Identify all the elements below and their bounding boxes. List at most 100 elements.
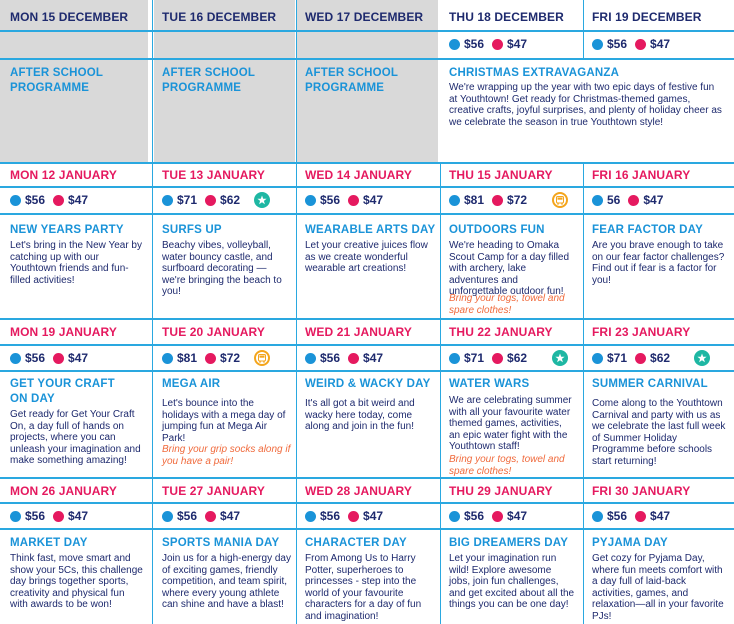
title-character-day: CHARACTER DAY [305,537,407,549]
title-fear-factor-day: FEAR FACTOR DAY [592,224,703,236]
desc-sports-mania-day: Join us for a high-energy day of excitin… [162,553,291,610]
title-wearable-arts-day: WEARABLE ARTS DAY [305,224,436,236]
price-tue-20-jan: $81 $72 [162,351,240,365]
divider [0,162,734,164]
title-mega-air: MEGA AIR [162,378,221,390]
member-price: $81 [464,193,485,207]
price-mon-12-jan: $56 $47 [10,193,88,207]
member-price-dot-icon [592,38,603,50]
title-pyjama-day: PYJAMA DAY [592,537,668,549]
title-get-your-craft-on-day: GET YOUR CRAFT ON DAY [10,378,115,405]
price-thu-15-jan: $81 $72 [449,193,527,207]
note-outdoors-fun: Bring your togs, towel and spare clothes… [449,293,565,316]
sibling-price-dot-icon [635,352,647,364]
desc-new-years-party: Let's bring in the New Year by catching … [10,240,142,286]
desc-fear-factor-day: Are you brave enough to take on our fear… [592,240,725,286]
week1-shade-wed [297,0,438,162]
member-price: $56 [320,193,341,207]
sibling-price: $72 [507,193,528,207]
date-thu-22-jan: THU 22 JANUARY [449,325,553,339]
date-mon-12-jan: MON 12 JANUARY [10,168,117,182]
sibling-price: $47 [363,351,384,365]
price-wed-21-jan: $56 $47 [305,351,383,365]
divider [0,370,734,372]
price-tue-13-jan: $71 $62 [162,193,240,207]
column-divider [583,0,584,58]
member-price: $81 [177,351,198,365]
desc-surfs-up: Beachy vibes, volleyball, water bouncy c… [162,240,282,297]
column-divider [440,30,441,162]
date-thu-29-jan: THU 29 JANUARY [449,484,553,498]
member-price: $56 [464,37,485,51]
date-wed-17-dec: WED 17 DECEMBER [305,10,424,24]
date-fri-16-jan: FRI 16 JANUARY [592,168,691,182]
title-wed-17-dec: AFTER SCHOOL PROGRAMME [305,67,398,94]
member-price-dot-icon [162,194,173,206]
column-divider [152,0,153,624]
sibling-price: $47 [650,509,671,523]
desc-christmas-extravaganza: We're wrapping up the year with two epic… [449,82,722,128]
title-sports-mania-day: SPORTS MANIA DAY [162,537,280,549]
desc-get-your-craft-on-day: Get ready for Get Your Craft On, a day f… [10,409,141,466]
date-fri-30-jan: FRI 30 JANUARY [592,484,691,498]
sibling-price: $62 [220,193,241,207]
date-mon-26-jan: MON 26 JANUARY [10,484,117,498]
desc-water-wars: We are celebrating summer with all your … [449,395,572,452]
column-divider [583,162,584,624]
sibling-price-dot-icon [348,352,360,364]
price-mon-19-jan: $56 $47 [10,351,88,365]
price-wed-14-jan: $56 $47 [305,193,383,207]
week1-shade-tue [154,0,295,162]
member-price: $56 [25,193,46,207]
sibling-price: $47 [68,351,89,365]
member-price-dot-icon [449,38,460,50]
date-thu-18-dec: THU 18 DECEMBER [449,10,564,24]
desc-mega-air: Let's bounce into the holidays with a me… [162,398,286,444]
title-weird-wacky-day: WEIRD & WACKY DAY [305,378,431,390]
member-price-dot-icon [592,352,603,364]
price-fri-16-jan: 56 $47 [592,193,663,207]
date-mon-19-jan: MON 19 JANUARY [10,325,117,339]
sibling-price-dot-icon [205,352,217,364]
desc-big-dreamers-day: Let your imagination run wild! Explore a… [449,553,575,610]
price-wed-28-jan: $56 $47 [305,509,383,523]
member-price: $71 [177,193,198,207]
sibling-price-dot-icon [53,194,65,206]
sibling-price-dot-icon [348,194,360,206]
desc-outdoors-fun: We're heading to Omaka Scout Camp for a … [449,240,570,297]
member-price: $71 [464,351,485,365]
sibling-price-dot-icon [53,510,65,522]
sibling-price-dot-icon [635,38,647,50]
title-water-wars: WATER WARS [449,378,530,390]
sibling-price: $47 [220,509,241,523]
title-tue-16-dec: AFTER SCHOOL PROGRAMME [162,67,255,94]
sibling-price: $47 [68,193,89,207]
desc-market-day: Think fast, move smart and show your 5Cs… [10,553,143,610]
sibling-price-dot-icon [205,194,217,206]
sibling-price: $72 [220,351,241,365]
sibling-price-dot-icon [635,510,647,522]
price-tue-27-jan: $56 $47 [162,509,240,523]
member-price-dot-icon [10,352,21,364]
sibling-price-dot-icon [492,352,504,364]
date-tue-16-dec: TUE 16 DECEMBER [162,10,277,24]
star-icon [694,350,710,366]
desc-pyjama-day: Get cozy for Pyjama Day, where fun meets… [592,553,724,622]
sibling-price: $62 [507,351,528,365]
desc-summer-carnival: Come along to the Youthtown Carnival and… [592,398,726,467]
member-price-dot-icon [449,352,460,364]
sibling-price-dot-icon [628,194,640,206]
date-tue-13-jan: TUE 13 JANUARY [162,168,265,182]
sibling-price: $62 [650,351,671,365]
member-price-dot-icon [10,510,21,522]
date-tue-27-jan: TUE 27 JANUARY [162,484,265,498]
member-price: $71 [607,351,628,365]
date-mon-15-dec: MON 15 DECEMBER [10,10,129,24]
member-price-dot-icon [592,194,603,206]
sibling-price-dot-icon [492,510,504,522]
member-price-dot-icon [10,194,21,206]
title-christmas-extravaganza: CHRISTMAS EXTRAVAGANZA [449,67,620,79]
member-price-dot-icon [305,510,316,522]
price-fri-19-dec: $56 $47 [592,37,670,51]
title-big-dreamers-day: BIG DREAMERS DAY [449,537,569,549]
